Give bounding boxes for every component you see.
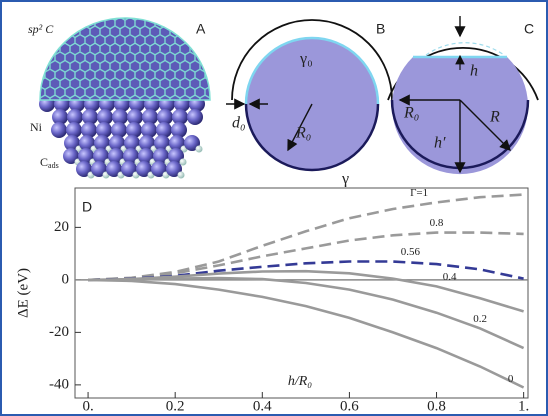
x-tick-label: 0.6 [340, 398, 359, 414]
label: Ni [30, 120, 43, 134]
x-tick-label: 1. [518, 398, 529, 414]
label: sp² C [28, 22, 54, 36]
label: h [470, 63, 478, 80]
label: R₀ [295, 125, 311, 142]
carbon-atom [196, 146, 203, 153]
x-tick-label: 0. [82, 398, 93, 414]
series-label: Γ=1 [410, 187, 428, 199]
label: h′ [434, 135, 446, 152]
label: d₀ [232, 115, 246, 132]
label: ads [48, 161, 59, 170]
label: γ [341, 171, 349, 188]
figure: sp² C A Ni Cads B γ₀ d₀ R₀ γ C h R₀ R h′… [0, 0, 548, 416]
series-label: 0.4 [443, 271, 457, 283]
series-label: 0.8 [430, 217, 444, 229]
series-label: 0.2 [473, 313, 487, 325]
label: R₀ [403, 105, 419, 122]
y-tick-label: -40 [49, 376, 69, 392]
x-tick-label: 0.4 [253, 398, 272, 414]
x-tick-label: 0.2 [166, 398, 185, 414]
panel-letter: B [376, 21, 385, 37]
label: C [40, 155, 48, 169]
label: R [489, 109, 500, 126]
carbon-atom [178, 172, 185, 179]
panel-letter: C [524, 21, 534, 37]
y-tick-label: 20 [54, 219, 69, 235]
nickel-atom [187, 109, 203, 125]
series-label: 0.56 [401, 246, 421, 258]
x-axis-label: h/R₀ [288, 374, 312, 389]
y-tick-label: 0 [62, 271, 70, 287]
x-tick-label: 0.8 [427, 398, 446, 414]
series-label: 0 [508, 373, 514, 385]
panel-letter: A [196, 21, 206, 37]
y-tick-label: -20 [49, 324, 69, 340]
y-axis-label: ΔE (eV) [15, 268, 31, 318]
label: γ₀ [299, 51, 313, 68]
nickel-atom [51, 122, 67, 138]
panel-letter: D [82, 199, 92, 215]
